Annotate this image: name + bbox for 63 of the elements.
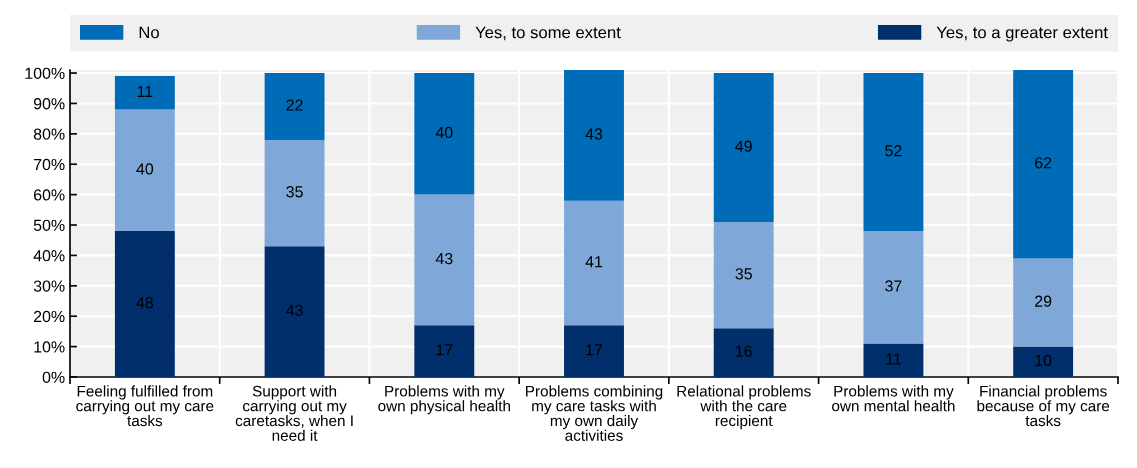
x-tick-label: Financial problems because of my care tasks	[977, 385, 1110, 427]
bar	[713, 73, 774, 222]
bar	[713, 328, 774, 377]
data-label: 35	[286, 186, 303, 198]
data-label: 11	[137, 85, 153, 97]
data-label: 37	[885, 280, 902, 292]
bar	[564, 325, 624, 377]
data-label: 40	[136, 163, 154, 175]
bar	[264, 139, 325, 247]
x-tick-label: Support with carrying out my caretasks, when I need it	[235, 385, 353, 441]
bar	[414, 73, 475, 195]
bar	[863, 73, 924, 232]
x-tick-label: Problems with my own mental health	[832, 385, 955, 412]
data-label: 43	[435, 252, 453, 265]
data-label: 41	[585, 256, 603, 268]
y-tick-label: 20%	[33, 310, 65, 323]
data-label: 35	[735, 268, 752, 280]
x-tick-label: Relational problems with the care recipient	[677, 385, 811, 430]
data-label: 52	[885, 145, 902, 157]
bar	[1013, 70, 1074, 259]
bar	[114, 231, 175, 377]
data-label: 40	[435, 126, 453, 139]
y-tick-label: 40%	[33, 250, 65, 262]
legend-label: Yes, to a greater extent	[936, 26, 1108, 42]
y-tick-label: 10%	[34, 341, 65, 353]
data-label: 17	[586, 344, 603, 356]
bar	[264, 246, 325, 377]
x-tick-label: Problems with my own physical health	[378, 385, 510, 415]
y-tick-label: 60%	[33, 189, 65, 201]
data-label: 22	[286, 99, 303, 111]
data-label: 29	[1035, 295, 1052, 307]
y-tick-label: 30%	[33, 280, 65, 292]
data-label: 49	[735, 140, 752, 152]
bar	[564, 70, 624, 201]
data-label: 48	[136, 297, 154, 309]
bar	[1013, 346, 1074, 377]
data-label: 62	[1035, 157, 1052, 169]
y-tick-label: 90%	[33, 98, 65, 110]
bar	[863, 343, 924, 377]
x-tick-label: Feeling fulfilled from carrying out my care tasks	[76, 385, 214, 427]
y-tick-label: 100%	[25, 67, 65, 79]
y-tick-label: 80%	[33, 128, 65, 140]
x-tick-label: Problems combining my care tasks with my own daily activities	[526, 385, 663, 441]
bar	[863, 231, 924, 344]
bar	[114, 109, 175, 232]
bar	[1013, 258, 1074, 347]
data-label: 43	[286, 304, 303, 316]
data-label: 10	[1035, 354, 1052, 367]
bar	[114, 76, 175, 110]
y-tick-label: 50%	[33, 219, 65, 231]
bar	[414, 194, 475, 326]
data-label: 16	[736, 345, 752, 357]
data-label: 43	[585, 128, 603, 140]
bar	[414, 325, 475, 377]
bar	[264, 73, 325, 140]
legend-label: No	[139, 26, 159, 39]
bar	[713, 221, 774, 329]
bar	[564, 200, 624, 326]
y-tick-label: 70%	[33, 158, 65, 171]
y-tick-label: 0%	[42, 371, 65, 383]
data-label: 17	[436, 344, 453, 356]
legend-label: Yes, to some extent	[475, 26, 621, 41]
data-label: 11	[886, 353, 901, 365]
